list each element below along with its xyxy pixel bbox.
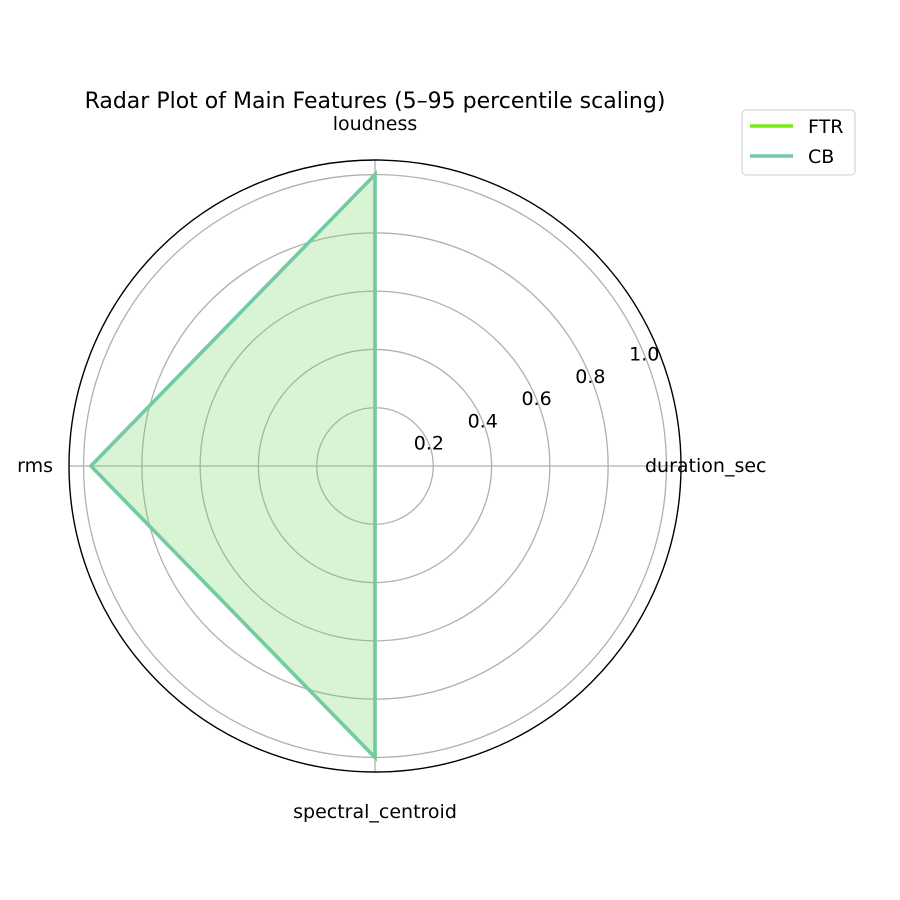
- radial-tick-label: 0.4: [468, 410, 498, 432]
- series-fill-CB: [90, 174, 375, 758]
- legend: FTR CB: [741, 109, 856, 176]
- radial-tick-label: 1.0: [629, 343, 659, 365]
- series-fill-FTR: [90, 174, 375, 758]
- outer-frame: [68, 159, 682, 773]
- axis-label-rms: rms: [17, 455, 53, 477]
- axis-label-duration_sec: duration_sec: [645, 455, 767, 477]
- legend-label-CB: CB: [808, 146, 834, 168]
- radial-tick-label: 0.2: [414, 433, 444, 455]
- radial-tick-label: 0.8: [575, 366, 605, 388]
- chart-title: Radar Plot of Main Features (5–95 percen…: [85, 89, 666, 114]
- legend-label-FTR: FTR: [808, 116, 843, 138]
- series-line-CB: [88, 170, 377, 762]
- axis-label-loudness: loudness: [333, 113, 418, 135]
- radial-tick-label: 0.6: [521, 388, 551, 410]
- axis-label-spectral_centroid: spectral_centroid: [293, 801, 457, 823]
